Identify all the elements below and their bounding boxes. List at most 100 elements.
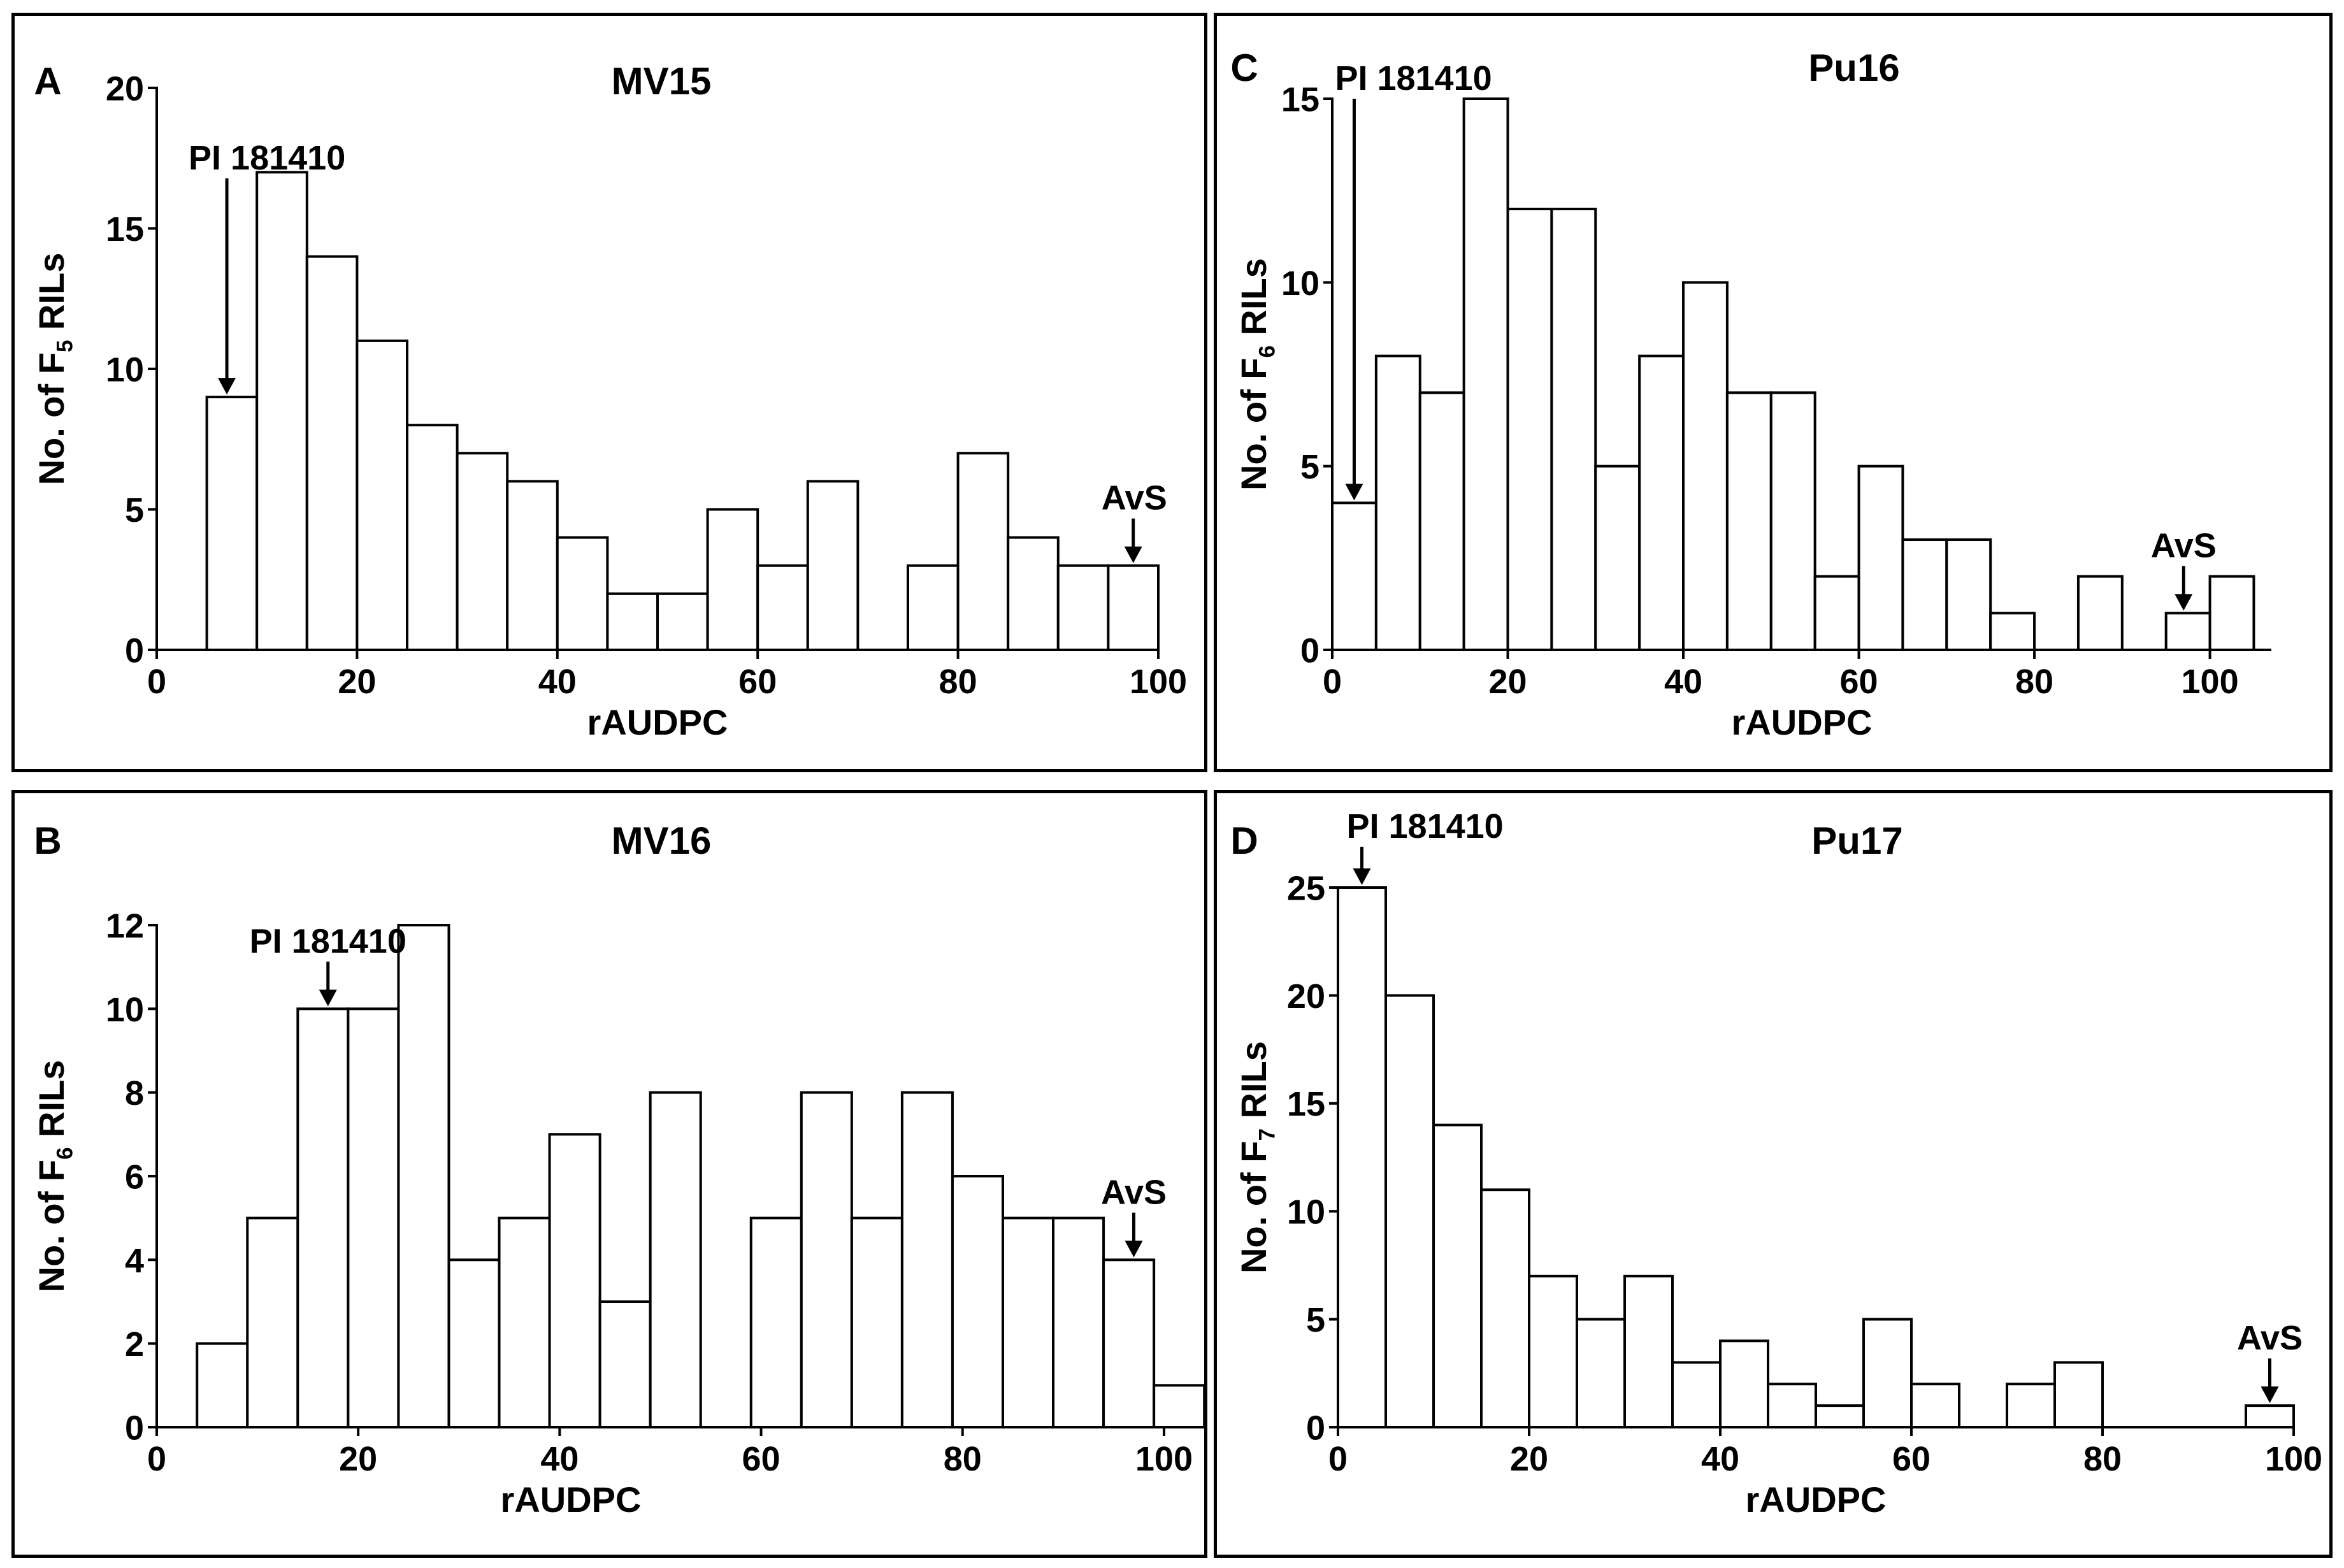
bars: [196, 924, 1206, 1429]
x-tick-label: 60: [742, 1440, 780, 1478]
y-axis-label-end: RILs: [1233, 1041, 1274, 1128]
histogram-bar: [1989, 612, 2036, 651]
y-axis-label: No. of F5 RILs: [31, 253, 78, 486]
histogram-bar: [2208, 575, 2255, 652]
y-tick-label: 5: [1306, 1301, 1325, 1339]
chart-panel-d: D Pu17 0 5 10 15 20 25 0 20 40 60 80 100 rAUDPC No. of …: [1214, 790, 2333, 1558]
x-tick-label: 0: [147, 1440, 166, 1478]
y-tick-label: 25: [1287, 869, 1325, 907]
x-tick-label: 40: [1701, 1440, 1739, 1478]
panel-title: Pu17: [1811, 819, 1902, 862]
x-tick-label: 60: [1840, 663, 1878, 701]
histogram-bar: [305, 255, 359, 652]
histogram-bar: [1576, 1318, 1626, 1428]
panel-letter: C: [1230, 47, 1258, 89]
y-axis-label: No. of F6 RILs: [1233, 258, 1280, 491]
x-tick-label: 20: [338, 663, 376, 701]
x-tick-label: 20: [1510, 1440, 1548, 1478]
histogram-bar: [506, 480, 559, 652]
y-axis-label-main: No. of F: [1233, 1141, 1274, 1274]
panel-frame: [1214, 790, 2333, 1558]
panel-frame: [1214, 13, 2333, 772]
histogram-bar: [1767, 1383, 1817, 1428]
y-tick-label: 15: [1287, 1085, 1325, 1123]
x-tick-label: 20: [1488, 663, 1527, 701]
panel-title: Pu16: [1808, 47, 1899, 89]
histogram-bar: [2076, 575, 2124, 652]
x-tick-label: 40: [538, 663, 577, 701]
histogram-bar: [606, 592, 659, 651]
histogram-bar: [1506, 208, 1553, 651]
x-tick-label: 40: [540, 1440, 579, 1478]
y-axis-label-end: RILs: [31, 1060, 71, 1147]
annotation-arrow-head: [2175, 594, 2193, 611]
histogram-bar: [196, 1342, 249, 1429]
y-axis-label-end: RILs: [1233, 258, 1274, 345]
histogram-bar: [1671, 1361, 1722, 1428]
x-tick-label: 60: [1892, 1440, 1931, 1478]
histogram-bar: [1550, 208, 1597, 651]
annotation-label: AvS: [2237, 1319, 2303, 1357]
histogram-bar: [800, 1091, 853, 1428]
histogram-bar: [706, 508, 759, 651]
histogram-bar: [1857, 464, 1904, 652]
histogram-bar: [1107, 564, 1160, 652]
x-axis-label: rAUDPC: [1732, 702, 1873, 742]
annotation-label: PI 181410: [189, 139, 345, 177]
histogram-bar: [296, 1007, 350, 1429]
bars: [1331, 97, 2255, 652]
y-tick-label: 0: [125, 631, 144, 670]
chart-panel-c: C Pu16 0 5 10 15 0 20 40 60 80 100 rAUDPC No. of F6 R…: [1214, 13, 2333, 772]
histogram-bar: [1594, 464, 1641, 652]
x-tick-label: 80: [2083, 1440, 2122, 1478]
x-tick-label: 0: [1323, 663, 1342, 701]
y-axis-label-subscript: 5: [53, 340, 78, 353]
histogram-bar: [1528, 1274, 1578, 1429]
y-tick-label: 8: [125, 1074, 144, 1112]
histogram-bar: [656, 592, 709, 651]
y-axis-label-main: No. of F: [31, 1160, 71, 1292]
annotation-arrow-head: [218, 378, 236, 395]
annotation-arrow-head: [1124, 546, 1142, 563]
annotation-label: PI 181410: [250, 922, 406, 960]
annotation-arrow-head: [1125, 1241, 1143, 1258]
histogram-bar: [1056, 564, 1110, 652]
annotation-arrow-head: [319, 989, 337, 1007]
histogram-bar: [1901, 538, 1948, 651]
x-axis-label: rAUDPC: [501, 1479, 642, 1520]
x-tick-label: 100: [2265, 1440, 2322, 1478]
x-tick-label: 40: [1664, 663, 1702, 701]
histogram-bar: [556, 536, 609, 651]
histogram-bar: [456, 452, 509, 651]
y-axis-label-subscript: 6: [1255, 345, 1280, 358]
annotation-label: PI 181410: [1335, 59, 1492, 97]
histogram-bar: [956, 452, 1010, 651]
histogram-bar: [2006, 1383, 2056, 1428]
panel-letter: D: [1230, 819, 1258, 862]
histogram-bar: [2053, 1361, 2104, 1428]
histogram-bar: [347, 1007, 400, 1429]
panel-frame: [11, 13, 1207, 772]
histogram-bar: [1719, 1339, 1769, 1428]
histogram-bar: [255, 171, 308, 652]
histogram-bar: [397, 924, 450, 1428]
histogram-bar: [205, 396, 259, 651]
histogram-bar: [1102, 1258, 1156, 1428]
histogram-bar: [649, 1091, 702, 1428]
y-tick-label: 10: [106, 991, 144, 1029]
y-axis-label: No. of F7 RILs: [1233, 1041, 1280, 1274]
annotation-arrow-head: [1353, 868, 1371, 885]
bars: [205, 171, 1160, 652]
histogram-bar: [1331, 501, 1377, 651]
histogram-bar: [1153, 1384, 1206, 1428]
x-tick-label: 60: [738, 663, 777, 701]
histogram-bar: [1682, 281, 1729, 652]
x-tick-label: 80: [939, 663, 977, 701]
panel-letter: B: [34, 819, 61, 862]
histogram-bar: [1725, 391, 1772, 651]
histogram-bar: [2245, 1404, 2295, 1428]
histogram-bar: [1462, 97, 1509, 651]
y-tick-label: 15: [1281, 80, 1319, 119]
x-axis-label: rAUDPC: [1746, 1479, 1887, 1520]
